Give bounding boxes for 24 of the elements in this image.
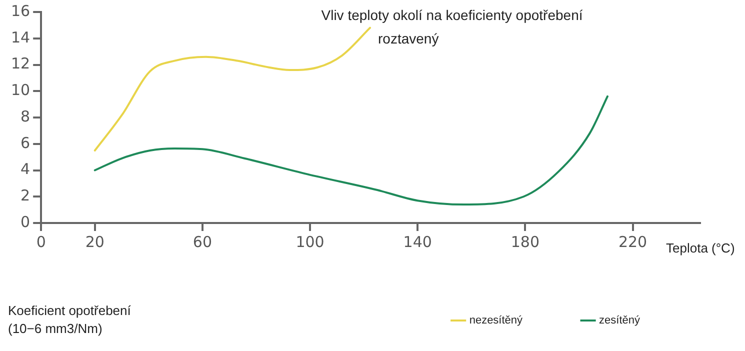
x-tick-label: 220 xyxy=(618,232,648,251)
legend-label: nezesítěný xyxy=(469,314,524,327)
y-tick-label: 14 xyxy=(10,28,30,46)
x-tick-label: 60 xyxy=(192,232,212,251)
x-tick-label: 0 xyxy=(36,232,46,251)
line-series xyxy=(94,95,608,206)
x-tick-label: 20 xyxy=(85,232,104,251)
x-tick-label: 140 xyxy=(403,232,432,251)
x-axis-title: Teplota (°C) xyxy=(666,240,735,256)
x-tick-label: 180 xyxy=(510,232,540,251)
y-tick-label: 12 xyxy=(10,54,30,73)
chart-title: Vliv teploty okolí na koeficienty opotřebení xyxy=(321,6,583,23)
legend-label: zesítěný xyxy=(599,314,640,327)
y-tick-label: 8 xyxy=(20,107,30,126)
y-tick-label: 6 xyxy=(20,134,30,152)
line-series xyxy=(94,26,372,152)
annotation: roztavený xyxy=(378,30,439,47)
x-tick-label: 100 xyxy=(296,232,324,251)
y-tick-label: 0 xyxy=(20,212,30,231)
y-tick-label: 16 xyxy=(10,2,30,20)
y-tick-label: 4 xyxy=(20,160,30,178)
y-tick-label: 2 xyxy=(20,186,30,205)
y-axis-title: Koeficient opotřebení (10−6 mm3/Nm) xyxy=(8,302,131,338)
y-tick-label: 10 xyxy=(10,81,30,100)
